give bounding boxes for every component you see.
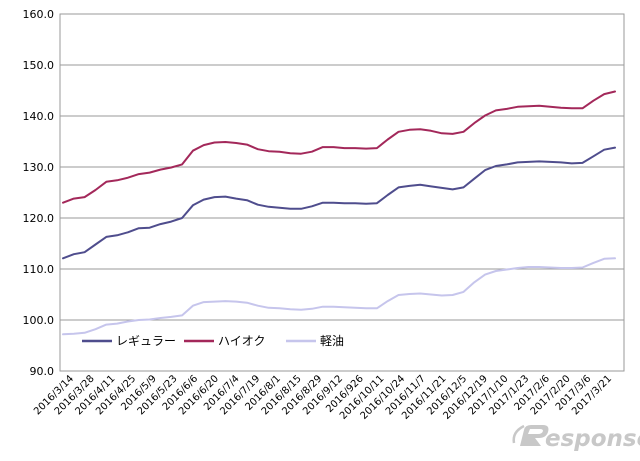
watermark-text: esponse. bbox=[545, 426, 640, 452]
legend-label: ハイオク bbox=[218, 334, 266, 348]
response-watermark: esponse. bbox=[512, 424, 640, 452]
y-tick-label: 140.0 bbox=[23, 110, 55, 123]
series-group bbox=[62, 90, 616, 336]
x-axis-ticks: 2016/3/142016/3/282016/4/112016/4/252016… bbox=[32, 373, 614, 422]
series-line-2 bbox=[62, 90, 616, 204]
y-tick-label: 120.0 bbox=[23, 212, 55, 225]
series-line-3 bbox=[62, 257, 616, 336]
y-tick-label: 110.0 bbox=[23, 263, 55, 276]
legend-label: 軽油 bbox=[320, 334, 344, 348]
gridlines bbox=[60, 64, 624, 321]
y-tick-label: 100.0 bbox=[23, 314, 55, 327]
y-tick-label: 150.0 bbox=[23, 59, 55, 72]
legend: レギュラー ハイオク 軽油 bbox=[82, 334, 344, 348]
y-axis-ticks: 90.0 100.0 110.0 120.0 130.0 140.0 150.0 160.0 bbox=[23, 8, 55, 378]
y-tick-label: 130.0 bbox=[23, 161, 55, 174]
y-tick-label: 90.0 bbox=[30, 365, 55, 378]
legend-label: レギュラー bbox=[116, 334, 176, 348]
y-tick-label: 160.0 bbox=[23, 8, 55, 21]
series-line-1 bbox=[62, 146, 616, 260]
plot-area bbox=[59, 13, 625, 372]
response-logo-icon bbox=[512, 424, 549, 446]
